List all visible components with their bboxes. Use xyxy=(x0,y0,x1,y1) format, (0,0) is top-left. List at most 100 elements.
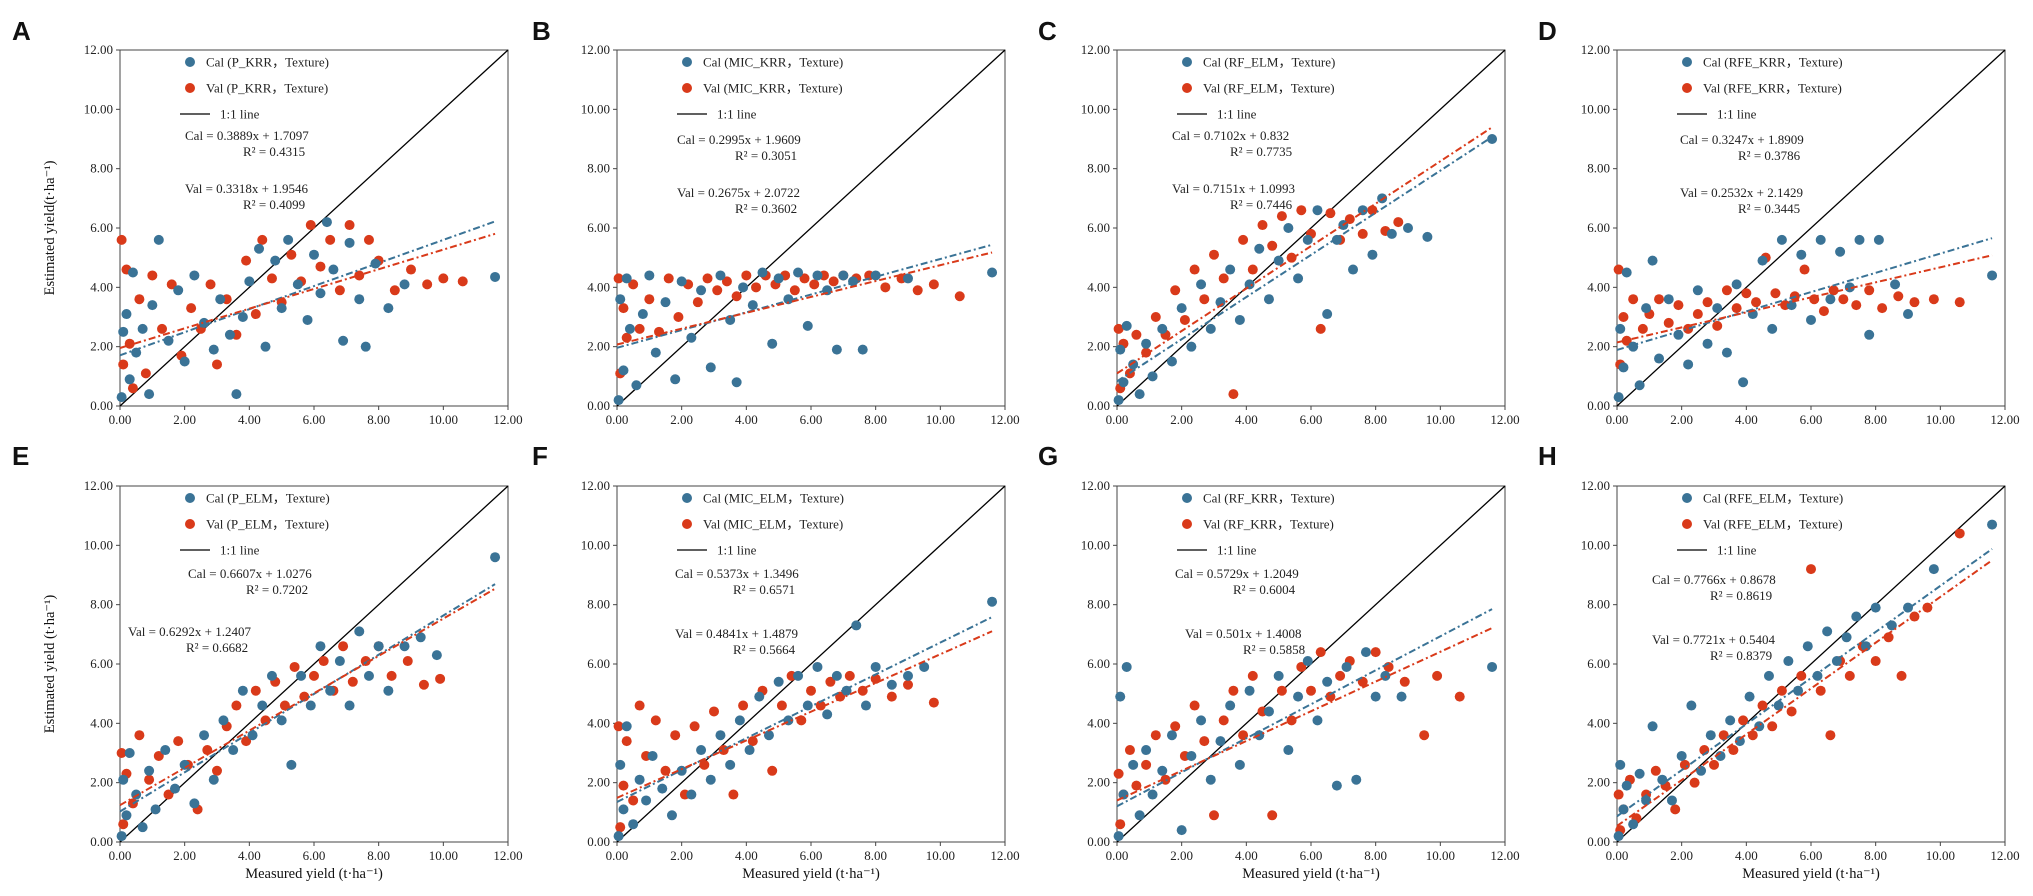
cal-point xyxy=(647,750,658,761)
val-point xyxy=(844,670,855,681)
val-point xyxy=(157,323,168,334)
val-point xyxy=(1909,611,1920,622)
val-point xyxy=(618,780,629,791)
cal-point xyxy=(1806,314,1816,325)
cal-point xyxy=(831,344,842,355)
panel-b: B 0.00 2.00 4.00 6.00 8.00 10.00 12.00 0.00 2.00 4… xyxy=(532,16,1020,427)
legend-line-label: 1:1 line xyxy=(220,543,260,558)
val-trend-line xyxy=(1616,254,1993,344)
val-point xyxy=(186,303,197,314)
val-point xyxy=(663,273,674,284)
cal-point xyxy=(1987,270,1998,281)
val-point xyxy=(1747,730,1758,741)
val-point xyxy=(1179,314,1190,325)
val-point xyxy=(1770,288,1781,299)
cal-point xyxy=(1166,730,1177,741)
panel-label-h: H xyxy=(1538,441,1557,471)
cal-point xyxy=(1860,641,1871,652)
cal-point xyxy=(1121,320,1132,331)
cal-r2: R² = 0.3051 xyxy=(735,148,797,163)
legend-line-label: 1:1 line xyxy=(1717,107,1757,122)
cal-trend-line xyxy=(119,220,496,357)
x-tick-label: 4.00 xyxy=(1235,412,1258,427)
val-point xyxy=(828,276,839,287)
cal-point xyxy=(1141,745,1152,756)
x-tick-label: 0.00 xyxy=(109,848,132,863)
val-point xyxy=(386,670,397,681)
cal-point xyxy=(886,679,897,690)
cal-point xyxy=(116,831,127,842)
cal-point xyxy=(173,285,184,296)
cal-point xyxy=(1702,338,1713,349)
val-point xyxy=(134,730,145,741)
cal-point xyxy=(857,344,868,355)
cal-point xyxy=(1793,685,1804,696)
cal-r2: R² = 0.6004 xyxy=(1233,582,1296,597)
cal-equation: Cal = 0.3247x + 1.8909 xyxy=(1680,132,1804,147)
cal-point xyxy=(237,312,248,322)
cal-point xyxy=(1273,255,1284,266)
val-point xyxy=(438,273,449,284)
val-point xyxy=(305,220,316,231)
cal-point xyxy=(793,670,804,681)
cal-point xyxy=(1341,661,1352,672)
val-point xyxy=(212,765,222,776)
cal-point xyxy=(860,700,871,711)
x-tick-label: 6.00 xyxy=(1300,412,1323,427)
cal-point xyxy=(1666,795,1677,806)
val-point xyxy=(1654,294,1665,305)
cal-point xyxy=(624,323,635,334)
one-to-one-line xyxy=(1116,49,1506,407)
x-tick-label: 2.00 xyxy=(1170,412,1193,427)
val-point xyxy=(266,273,277,284)
val-point xyxy=(1189,700,1200,711)
cal-point xyxy=(1676,750,1687,761)
cal-point xyxy=(1815,234,1826,245)
legend: Cal (MIC_KRR，Texture) Val (MIC_KRR，Textur… xyxy=(677,55,843,122)
cal-point xyxy=(838,270,849,281)
cal-point xyxy=(1903,309,1913,320)
cal-point xyxy=(1205,323,1216,334)
val-point xyxy=(309,670,319,681)
cal-point xyxy=(1283,745,1294,756)
cal-point xyxy=(1854,234,1865,245)
cal-point xyxy=(1263,706,1274,717)
x-tick-label: 0.00 xyxy=(606,848,629,863)
cal-point xyxy=(686,789,697,800)
panel-label-f: F xyxy=(532,441,548,471)
val-point xyxy=(1621,335,1632,346)
cal-r2: R² = 0.7202 xyxy=(246,582,308,597)
val-r2: R² = 0.5858 xyxy=(1243,642,1305,657)
y-tick-label: 10.00 xyxy=(1081,537,1110,552)
val-point xyxy=(250,309,261,320)
val-point xyxy=(1796,670,1807,681)
x-tick-label: 10.00 xyxy=(926,848,955,863)
cal-point xyxy=(666,810,677,821)
val-point xyxy=(673,312,684,322)
cal-point xyxy=(1663,294,1674,305)
cal-point xyxy=(1273,670,1284,681)
cal-point xyxy=(1234,314,1245,325)
val-point xyxy=(1315,647,1326,658)
val-point xyxy=(1663,317,1674,328)
val-point xyxy=(928,697,939,708)
val-point xyxy=(1718,730,1729,741)
cal-point xyxy=(1796,249,1807,260)
cal-point xyxy=(1370,691,1381,702)
legend-line-label: 1:1 line xyxy=(717,543,757,558)
y-tick-label: 6.00 xyxy=(90,656,113,671)
val-point xyxy=(621,332,632,343)
cal-point xyxy=(399,641,410,652)
x-tick-label: 6.00 xyxy=(303,412,326,427)
cal-point xyxy=(831,670,842,681)
val-point xyxy=(257,234,268,245)
y-tick-label: 0.00 xyxy=(1087,834,1110,849)
cal-point xyxy=(354,626,365,637)
cal-point xyxy=(354,294,365,305)
val-point xyxy=(1818,306,1829,317)
y-tick-label: 12.00 xyxy=(581,42,610,57)
cal-point xyxy=(1115,344,1126,355)
cal-trend-line xyxy=(1116,136,1493,383)
val-point xyxy=(731,291,742,302)
legend-line-label: 1:1 line xyxy=(220,107,260,122)
